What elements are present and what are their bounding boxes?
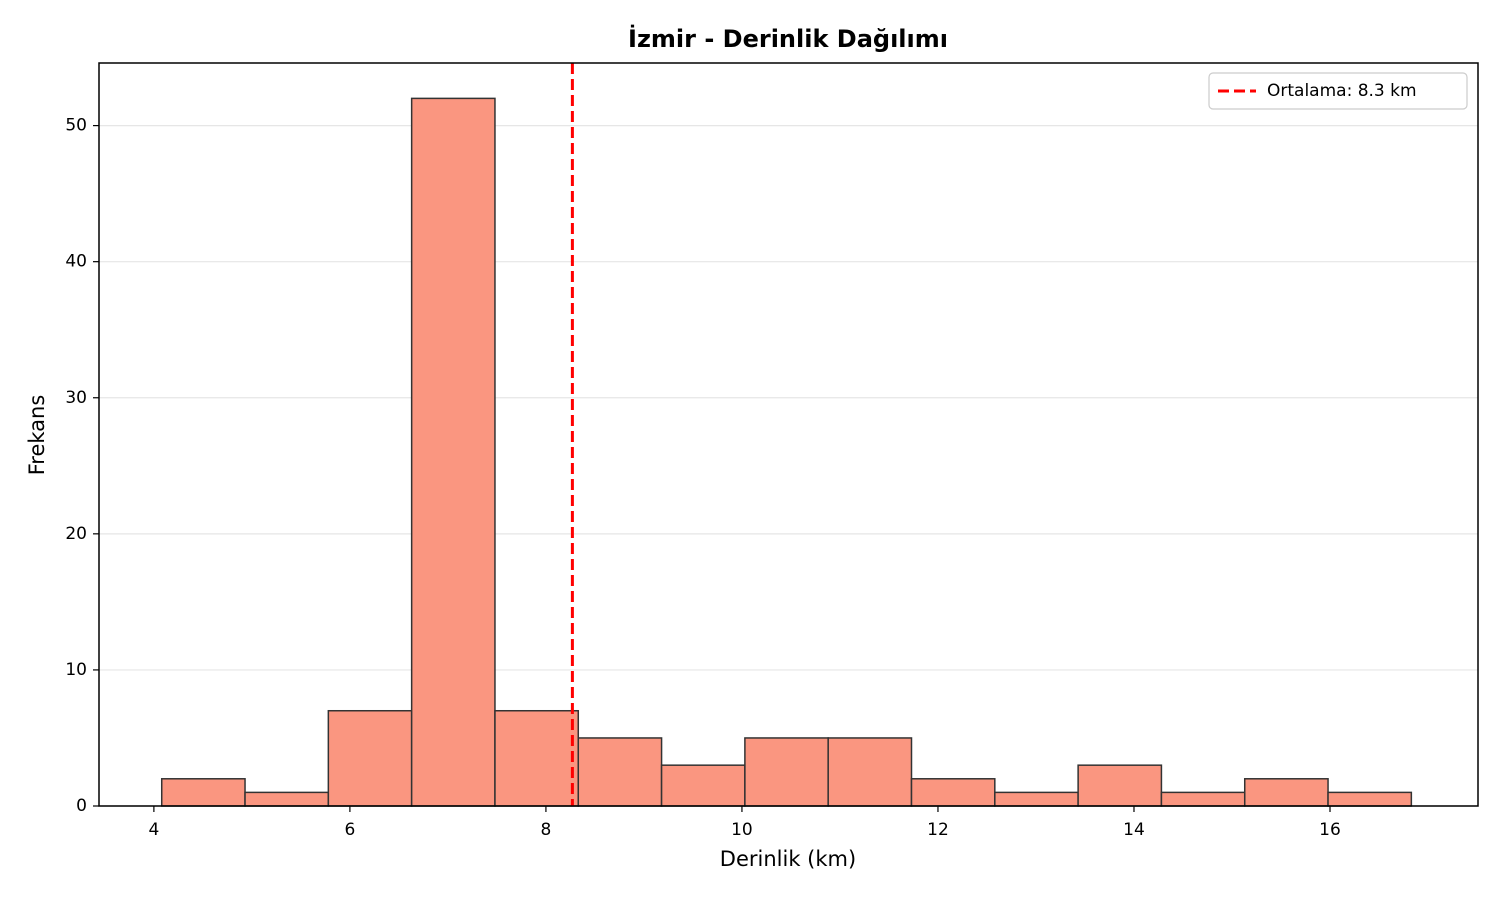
bar	[410, 97, 496, 807]
bar	[1327, 791, 1413, 807]
y-tick-label: 40	[65, 252, 87, 272]
x-tick-label: 14	[1123, 820, 1145, 840]
y-tick-label: 20	[65, 524, 87, 544]
bar	[744, 737, 829, 807]
x-tick-label: 6	[344, 820, 355, 840]
x-tick-label: 8	[541, 820, 552, 840]
chart-title: İzmir - Derinlik Dağılımı	[628, 24, 948, 53]
bar	[577, 737, 663, 807]
x-tick-label: 10	[731, 820, 753, 840]
bar	[1077, 764, 1163, 807]
bar	[494, 709, 580, 807]
bar	[1160, 791, 1246, 807]
y-tick-label: 30	[65, 388, 87, 408]
bar	[910, 778, 996, 807]
y-tick-label: 50	[65, 116, 87, 136]
x-axis-label: Derinlik (km)	[720, 847, 856, 871]
bar	[1243, 778, 1329, 807]
x-tick-label: 16	[1319, 820, 1341, 840]
bar	[660, 764, 746, 807]
x-tick-label: 12	[927, 820, 949, 840]
bar	[827, 737, 913, 807]
y-axis-label: Frekans	[25, 395, 49, 476]
bar	[244, 791, 330, 807]
bar	[994, 791, 1079, 807]
legend-label: Ortalama: 8.3 km	[1267, 81, 1417, 101]
y-tick-label: 10	[65, 660, 87, 680]
bar	[160, 778, 246, 807]
bar	[327, 709, 413, 807]
legend-box	[1208, 72, 1468, 110]
axes-frame	[98, 62, 1479, 807]
x-tick-label: 4	[148, 820, 159, 840]
y-tick-label: 0	[76, 796, 87, 816]
